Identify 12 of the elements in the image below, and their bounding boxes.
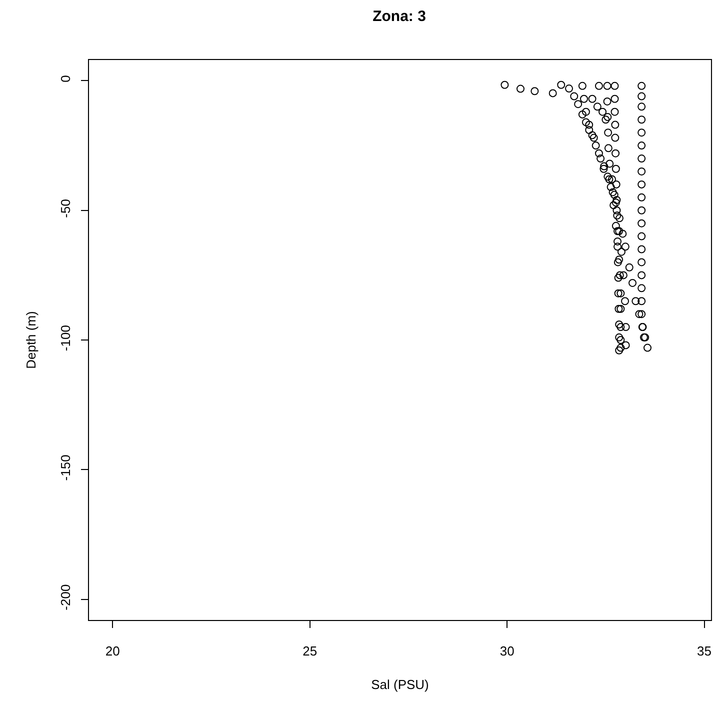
y-tick-label: -50 [58, 199, 73, 218]
y-tick-label: -100 [58, 325, 73, 352]
y-tick-label: 0 [58, 75, 73, 82]
y-axis-title: Depth (m) [24, 311, 39, 369]
y-tick-label: -200 [58, 584, 73, 610]
x-tick-label: 20 [105, 644, 120, 659]
x-tick-label: 25 [302, 644, 318, 659]
y-tick-label: -150 [58, 454, 73, 481]
x-tick-label: 30 [500, 644, 514, 659]
chart-title: Zona: 3 [372, 8, 426, 26]
x-tick-label: 35 [697, 644, 712, 659]
x-axis-title: Sal (PSU) [371, 677, 429, 692]
